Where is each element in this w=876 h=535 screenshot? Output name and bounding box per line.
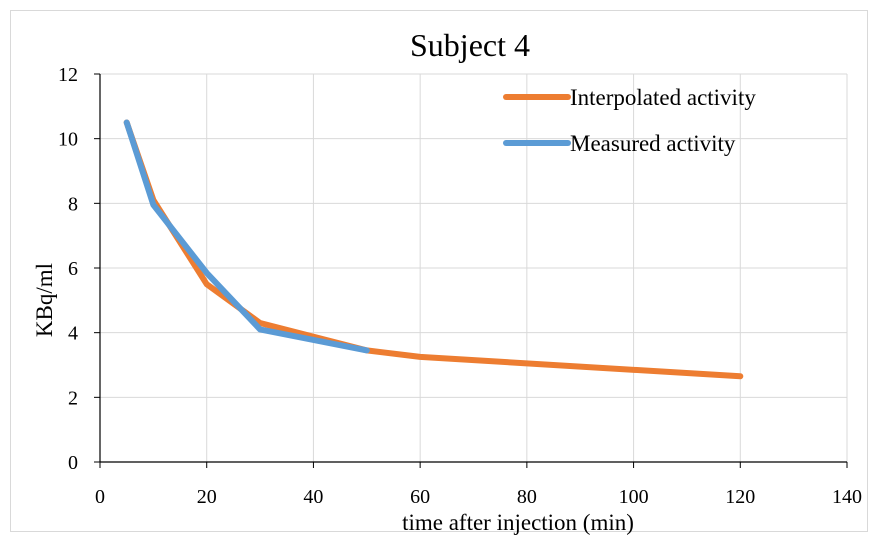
x-tick-label: 140 <box>832 486 862 508</box>
x-tick-label: 60 <box>410 486 430 508</box>
y-tick-label: 4 <box>68 323 78 345</box>
x-tick-label: 100 <box>619 486 649 508</box>
y-tick-label: 10 <box>58 129 78 151</box>
y-tick-label: 2 <box>68 387 78 409</box>
series-line-interpolated <box>123 119 744 380</box>
y-axis-label: KBq/ml <box>32 263 57 337</box>
x-tick-label: 40 <box>303 486 323 508</box>
series-line-measured <box>123 119 370 354</box>
x-tick-label: 20 <box>197 486 217 508</box>
y-tick-label: 0 <box>68 452 78 474</box>
x-tick-label: 120 <box>725 486 755 508</box>
legend-label-interpolated: Interpolated activity <box>570 85 756 110</box>
x-tick-label: 0 <box>95 486 105 508</box>
chart-title: Subject 4 <box>410 27 530 63</box>
legend-label-measured: Measured activity <box>570 131 736 156</box>
legend: Interpolated activity Measured activity <box>503 85 756 156</box>
y-tick-label: 12 <box>58 64 78 86</box>
y-tick-label: 8 <box>68 193 78 215</box>
grid <box>100 73 848 462</box>
x-axis-label: time after injection (min) <box>402 510 634 535</box>
y-tick-label: 6 <box>68 258 78 280</box>
x-tick-label: 80 <box>517 486 537 508</box>
series-layer <box>123 119 744 380</box>
chart-frame <box>10 10 868 532</box>
